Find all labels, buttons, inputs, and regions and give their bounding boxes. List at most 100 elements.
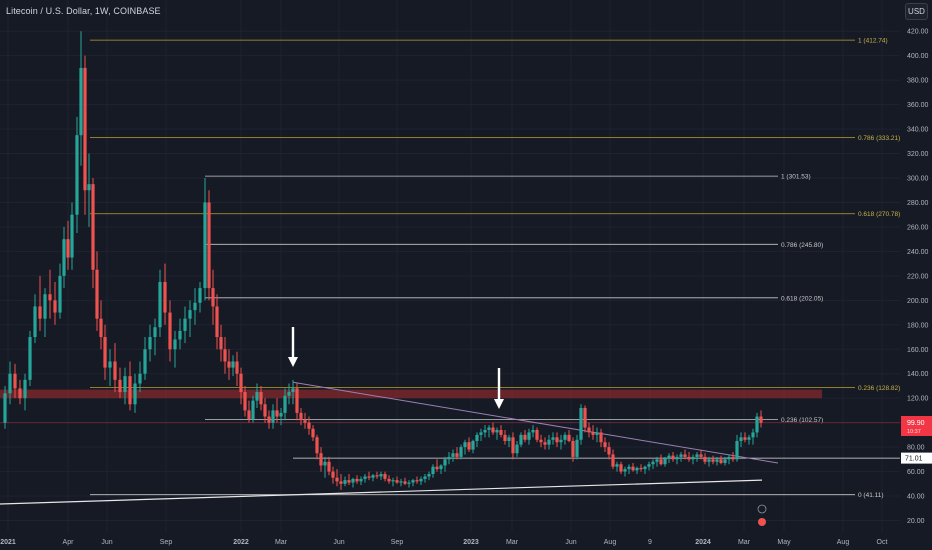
candle <box>575 434 579 460</box>
candle <box>227 349 231 380</box>
candle <box>143 337 147 380</box>
arrow-head <box>288 357 298 367</box>
candle-body <box>287 392 291 396</box>
candle-body <box>619 464 623 472</box>
candle <box>347 474 351 486</box>
fib-label: 0.786 (245.80) <box>781 242 823 249</box>
candle-body <box>371 475 375 478</box>
candle-body <box>539 439 543 443</box>
candle <box>691 454 695 465</box>
candle-body <box>343 480 347 484</box>
candle <box>615 461 619 472</box>
fib-label: 1 (412.74) <box>858 38 888 45</box>
candle-body <box>58 275 62 313</box>
candle <box>58 263 62 319</box>
candle-body <box>523 434 527 440</box>
candle <box>707 456 711 467</box>
y-tick-label: 320.00 <box>907 151 929 158</box>
y-tick-label: 420.00 <box>907 29 929 36</box>
candle <box>559 434 563 450</box>
candle <box>3 385 7 429</box>
candle <box>335 469 339 487</box>
y-axis: 20.0040.0060.0080.00100.00120.00140.0016… <box>907 29 929 525</box>
current-price-tag <box>901 416 932 436</box>
candle <box>79 31 83 166</box>
candle-body <box>519 434 523 445</box>
candle <box>663 456 667 467</box>
candle <box>523 429 527 443</box>
x-tick-label: Sep <box>391 539 404 546</box>
fib-label: 0.236 (128.82) <box>858 385 900 392</box>
candle <box>479 428 483 441</box>
candle-body <box>66 239 70 258</box>
candle <box>215 294 219 350</box>
candle <box>623 466 627 477</box>
candle-body <box>283 395 287 413</box>
candle <box>123 367 127 405</box>
candle <box>327 456 331 476</box>
candle-body <box>351 478 355 483</box>
candle <box>419 476 423 486</box>
candle <box>543 437 547 450</box>
candle-body <box>435 466 439 470</box>
candle-body <box>183 318 187 331</box>
candle-body <box>495 429 499 433</box>
candle-body <box>53 300 57 313</box>
candle-body <box>83 67 87 191</box>
candle <box>33 294 37 344</box>
candle <box>315 434 319 460</box>
y-tick-label: 380.00 <box>907 78 929 85</box>
candle <box>271 404 275 429</box>
candle <box>643 465 647 475</box>
candle <box>491 422 495 435</box>
x-tick-label: May <box>777 539 791 546</box>
candle <box>455 447 459 460</box>
candle <box>527 428 531 445</box>
y-tick-label: 120.00 <box>907 396 929 403</box>
candle-body <box>419 478 423 482</box>
candles <box>3 31 763 490</box>
candle-body <box>387 478 391 482</box>
candle <box>639 464 643 472</box>
candle <box>711 455 715 465</box>
candle-body <box>70 214 74 258</box>
candle <box>43 288 47 338</box>
candle-body <box>431 466 435 475</box>
candle-body <box>567 434 571 441</box>
candle-body <box>231 361 235 368</box>
candle-body <box>347 480 351 483</box>
candle <box>198 281 202 313</box>
candle <box>755 412 759 438</box>
candle <box>259 385 263 411</box>
candle <box>655 456 659 467</box>
candle-body <box>307 422 311 429</box>
candle <box>659 454 663 466</box>
candle-body <box>647 464 651 467</box>
candle <box>451 449 455 462</box>
candle <box>113 343 117 393</box>
candle-body <box>259 392 263 405</box>
currency-button[interactable]: USD <box>905 3 928 20</box>
candle-body <box>219 337 223 350</box>
candle-body <box>719 459 723 464</box>
candle <box>727 454 731 465</box>
candle-body <box>267 416 271 423</box>
candle-body <box>239 373 243 393</box>
candle <box>243 385 247 417</box>
candle-body <box>483 429 487 433</box>
candle <box>647 461 651 471</box>
candle-body <box>423 476 427 479</box>
candle-body <box>91 184 95 270</box>
y-tick-label: 260.00 <box>907 224 929 231</box>
candle-body <box>28 337 32 380</box>
candle-body <box>48 294 52 301</box>
candle-body <box>133 383 137 405</box>
y-tick-label: 20.00 <box>907 518 925 525</box>
x-tick-label: Jun <box>333 539 344 546</box>
candle <box>383 471 387 482</box>
candle <box>158 269 162 338</box>
candle-body <box>743 437 747 440</box>
candle <box>343 476 347 487</box>
